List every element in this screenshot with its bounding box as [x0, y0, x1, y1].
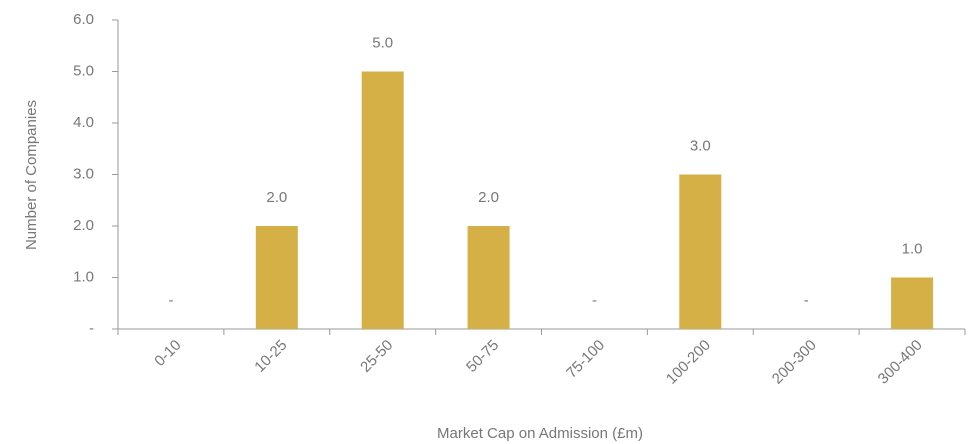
x-tick-label: 10-25 — [251, 337, 290, 376]
value-label: 1.0 — [902, 240, 923, 257]
x-axis-title: Market Cap on Admission (£m) — [437, 425, 643, 442]
y-tick-label: 6.0 — [73, 11, 94, 28]
value-label: - — [168, 292, 173, 309]
y-tick-label: 5.0 — [73, 62, 94, 79]
x-tick-label: 50-75 — [463, 337, 502, 376]
x-tick-label: 0-10 — [151, 337, 184, 370]
y-tick-label: 4.0 — [73, 114, 94, 131]
y-tick-label: 2.0 — [73, 217, 94, 234]
y-tick-label: 1.0 — [73, 268, 94, 285]
value-label: 2.0 — [478, 189, 499, 206]
y-axis-title: Number of Companies — [23, 100, 40, 250]
x-tick-label: 200-300 — [769, 337, 820, 388]
y-tick-label: 3.0 — [73, 165, 94, 182]
bar — [361, 71, 404, 329]
y-tick-label: - — [89, 320, 94, 337]
bar — [679, 174, 722, 329]
x-tick-label: 75-100 — [563, 337, 608, 382]
x-tick-label: 300-400 — [875, 337, 926, 388]
bar — [467, 226, 510, 329]
x-tick-label: 100-200 — [663, 337, 714, 388]
value-label: - — [592, 292, 597, 309]
value-label: - — [804, 292, 809, 309]
x-tick-label: 25-50 — [357, 337, 396, 376]
value-label: 5.0 — [372, 34, 393, 51]
value-label: 3.0 — [690, 137, 711, 154]
value-label: 2.0 — [266, 189, 287, 206]
bar — [255, 226, 298, 329]
bar — [891, 277, 934, 329]
